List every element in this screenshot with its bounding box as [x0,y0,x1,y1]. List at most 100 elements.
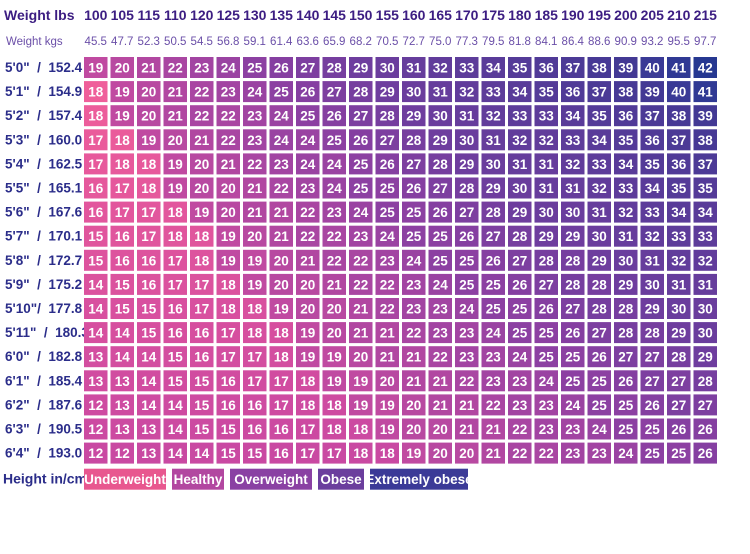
bmi-cell [587,225,611,247]
bmi-cell [428,442,452,464]
bmi-cell-value: 38 [698,133,714,148]
bmi-cell-value: 27 [592,326,607,341]
bmi-cell [402,298,426,319]
bmi-cell [110,370,134,392]
bmi-cell [110,249,134,271]
bmi-cell-value: 26 [300,85,316,100]
bmi-cell-value: 42 [698,61,713,76]
bmi-cell-value: 24 [539,374,555,389]
weight-kgs-tick: 86.4 [562,36,585,48]
bmi-cell-value: 16 [168,302,184,317]
bmi-cell-value: 27 [539,277,554,292]
bmi-cell [455,346,479,368]
bmi-cell [137,57,161,78]
bmi-cell [534,394,558,416]
bmi-cell-value: 24 [300,157,316,172]
bmi-cell [508,298,532,319]
legend-swatch [84,468,166,490]
bmi-cell-value: 26 [353,133,369,148]
bmi-cell [667,418,691,440]
height-row-label: 5'4" / 162.5 [5,156,83,171]
bmi-cell-value: 27 [645,374,660,389]
bmi-cell-value: 14 [141,350,157,365]
bmi-cell [561,249,585,271]
bmi-cell-value: 26 [698,422,714,437]
bmi-cell-value: 21 [433,398,449,413]
bmi-cell [190,418,214,440]
bmi-cell [561,273,585,295]
bmi-cell [110,81,134,103]
bmi-cell-value: 21 [406,374,422,389]
bmi-cell [243,81,267,103]
bmi-cell-value: 16 [115,253,131,268]
bmi-cell [190,394,214,416]
bmi-cell-value: 23 [247,109,263,124]
bmi-cell [508,370,532,392]
bmi-cell [110,298,134,319]
bmi-cell-value: 17 [115,181,130,196]
bmi-cell-value: 21 [247,205,263,220]
bmi-cell-value: 17 [300,446,315,461]
bmi-cell-value: 21 [353,302,369,317]
bmi-cell [269,346,293,368]
bmi-cell [163,442,187,464]
bmi-cell-value: 20 [433,422,448,437]
bmi-cell [693,201,717,223]
bmi-cell-value: 31 [486,133,502,148]
height-row-label: 5'10"/ 177.8 [5,301,83,316]
bmi-cell-value: 19 [380,398,395,413]
bmi-cell [349,57,373,78]
bmi-cell [640,129,664,151]
bmi-cell [481,129,505,151]
bmi-cell [508,346,532,368]
bmi-cell [587,249,611,271]
bmi-cell [216,273,240,295]
bmi-cell [349,273,373,295]
bmi-cell-value: 32 [671,253,686,268]
bmi-cell-value: 38 [592,61,608,76]
bmi-cell [110,129,134,151]
bmi-cell [508,153,532,175]
bmi-cell [561,442,585,464]
bmi-cell [534,129,558,151]
bmi-cell-value: 22 [433,350,448,365]
bmi-cell [481,225,505,247]
bmi-cell-value: 24 [274,133,290,148]
legend-label: Underweight [84,472,166,487]
bmi-cell-value: 21 [194,133,210,148]
bmi-cell [455,201,479,223]
bmi-cell-value: 33 [645,205,661,220]
bmi-cell-value: 29 [459,157,474,172]
bmi-cell-value: 22 [300,205,315,220]
bmi-cell [137,249,161,271]
bmi-cell-value: 22 [512,422,527,437]
weight-lbs-tick: 105 [111,7,135,23]
bmi-cell [84,442,108,464]
bmi-cell [561,370,585,392]
bmi-cell-value: 26 [645,398,661,413]
bmi-cell-value: 19 [300,350,315,365]
bmi-cell [428,370,452,392]
legend-swatch [230,468,312,490]
bmi-cell [375,273,399,295]
bmi-cell [322,273,346,295]
bmi-cell-value: 27 [565,302,580,317]
weight-lbs-tick: 190 [561,7,585,23]
height-row-label: 5'11" / 180.3 [5,325,89,340]
bmi-cell [534,201,558,223]
bmi-cell [84,225,108,247]
bmi-cell [322,394,346,416]
height-row-label: 6'2" / 187.6 [5,397,83,412]
bmi-cell [349,418,373,440]
bmi-cell-value: 15 [115,302,131,317]
bmi-cell-value: 20 [168,133,183,148]
bmi-cell [110,322,134,344]
bmi-cell [455,370,479,392]
bmi-cell-value: 25 [247,61,263,76]
bmi-cell [508,273,532,295]
bmi-cell [455,105,479,127]
bmi-cell [375,129,399,151]
bmi-cell [693,322,717,344]
bmi-cell [243,57,267,78]
bmi-cell-value: 18 [115,133,131,148]
